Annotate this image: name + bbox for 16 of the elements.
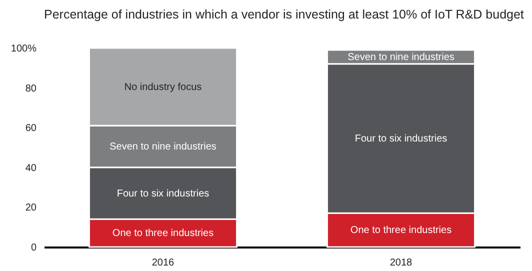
text: One to three industries — [350, 225, 452, 236]
x-tick-label: 2016 — [152, 258, 175, 268]
y-tick-label: 60 — [25, 123, 37, 134]
series-label: Seven to nine industries — [348, 52, 454, 63]
y-tick-label: 40 — [25, 162, 37, 174]
y-tick-label: 100% — [10, 44, 37, 54]
y-tick-label: 80 — [25, 83, 37, 94]
series-label: Four to six industries — [116, 188, 210, 200]
y-tick-label: 0 — [30, 242, 37, 254]
series-label: One to three industries — [112, 228, 214, 240]
text: Four to six industries — [354, 134, 448, 145]
text: Seven to nine industries — [110, 142, 216, 153]
series-label: No industry focus — [124, 82, 202, 93]
chart-title: Percentage of industries in which a vendor is investing at least 10% of IoT R&D budget — [44, 8, 524, 22]
y-tick-label: 20 — [25, 202, 37, 214]
x-tick-label: 2018 — [390, 258, 413, 268]
